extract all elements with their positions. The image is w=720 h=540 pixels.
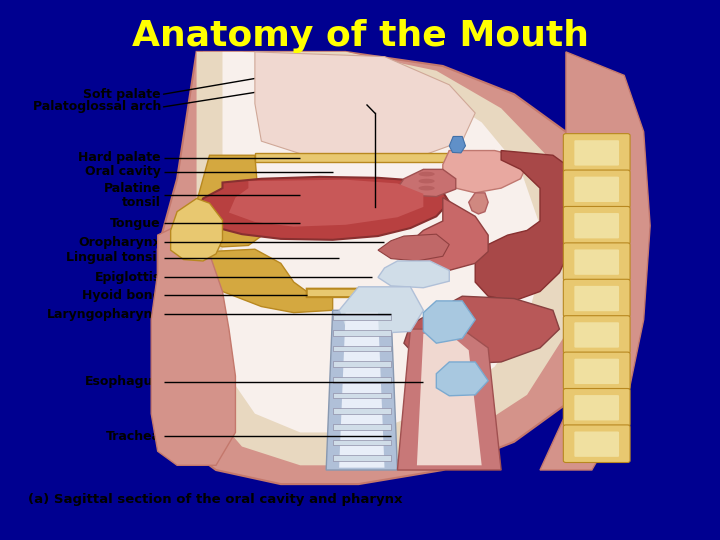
Polygon shape: [397, 170, 456, 197]
Polygon shape: [255, 153, 449, 163]
FancyBboxPatch shape: [575, 395, 619, 421]
Polygon shape: [333, 440, 391, 445]
Polygon shape: [540, 52, 650, 470]
Text: Anatomy of the Mouth: Anatomy of the Mouth: [132, 19, 588, 53]
Polygon shape: [333, 346, 391, 352]
FancyBboxPatch shape: [575, 286, 619, 311]
Polygon shape: [333, 455, 391, 461]
Polygon shape: [404, 296, 559, 364]
Polygon shape: [378, 261, 449, 288]
Text: Lingual tonsil: Lingual tonsil: [66, 251, 161, 264]
Polygon shape: [333, 393, 391, 399]
Ellipse shape: [418, 172, 435, 177]
Polygon shape: [475, 151, 572, 301]
Polygon shape: [197, 177, 449, 240]
Polygon shape: [333, 424, 391, 430]
Polygon shape: [449, 151, 495, 163]
Polygon shape: [333, 330, 391, 336]
FancyBboxPatch shape: [575, 177, 619, 202]
Text: Soft palate: Soft palate: [84, 87, 161, 100]
FancyBboxPatch shape: [563, 133, 630, 171]
Ellipse shape: [418, 186, 435, 191]
Polygon shape: [436, 362, 488, 396]
FancyBboxPatch shape: [563, 352, 630, 390]
Text: Trachea: Trachea: [106, 430, 161, 443]
Text: Oropharynx: Oropharynx: [78, 235, 161, 248]
FancyBboxPatch shape: [575, 213, 619, 238]
Text: Oral cavity: Oral cavity: [85, 165, 161, 178]
Polygon shape: [203, 249, 333, 313]
FancyBboxPatch shape: [575, 431, 619, 457]
FancyBboxPatch shape: [575, 140, 619, 166]
Text: Esophagus: Esophagus: [85, 375, 161, 388]
Polygon shape: [469, 193, 488, 214]
Text: Palatoglossal arch: Palatoglossal arch: [32, 100, 161, 113]
Polygon shape: [333, 314, 391, 320]
Text: (a) Sagittal section of the oral cavity and pharynx: (a) Sagittal section of the oral cavity …: [28, 492, 402, 505]
Polygon shape: [197, 52, 579, 465]
Polygon shape: [151, 217, 235, 465]
Text: Palatine
tonsil: Palatine tonsil: [104, 181, 161, 208]
FancyBboxPatch shape: [563, 425, 630, 462]
Polygon shape: [255, 163, 443, 184]
Polygon shape: [333, 408, 391, 414]
FancyBboxPatch shape: [563, 279, 630, 317]
Text: Laryngopharynx: Laryngopharynx: [46, 308, 161, 321]
Polygon shape: [417, 334, 482, 465]
FancyBboxPatch shape: [563, 170, 630, 208]
Polygon shape: [333, 361, 391, 367]
Polygon shape: [423, 301, 475, 343]
Polygon shape: [203, 52, 572, 461]
FancyBboxPatch shape: [563, 243, 630, 280]
Polygon shape: [255, 52, 475, 160]
Polygon shape: [397, 329, 501, 470]
FancyBboxPatch shape: [563, 316, 630, 353]
FancyBboxPatch shape: [575, 249, 619, 275]
Polygon shape: [171, 199, 222, 261]
Polygon shape: [333, 377, 391, 383]
Polygon shape: [158, 52, 624, 484]
Polygon shape: [229, 180, 423, 227]
Polygon shape: [339, 313, 384, 468]
Polygon shape: [326, 310, 397, 470]
FancyBboxPatch shape: [563, 388, 630, 426]
Text: Hard palate: Hard palate: [78, 151, 161, 164]
Text: Epiglottis: Epiglottis: [94, 271, 161, 284]
Polygon shape: [378, 234, 449, 261]
FancyBboxPatch shape: [575, 322, 619, 348]
Text: Tongue: Tongue: [110, 217, 161, 230]
FancyBboxPatch shape: [563, 206, 630, 244]
Text: Hyoid bone: Hyoid bone: [82, 289, 161, 302]
Polygon shape: [307, 289, 404, 297]
Polygon shape: [410, 198, 488, 271]
Polygon shape: [443, 151, 527, 193]
FancyBboxPatch shape: [575, 359, 619, 384]
Text: Uvula: Uvula: [369, 96, 408, 109]
Polygon shape: [449, 137, 466, 153]
Polygon shape: [222, 52, 540, 433]
Polygon shape: [197, 156, 261, 247]
Ellipse shape: [418, 179, 435, 184]
Polygon shape: [339, 287, 423, 334]
